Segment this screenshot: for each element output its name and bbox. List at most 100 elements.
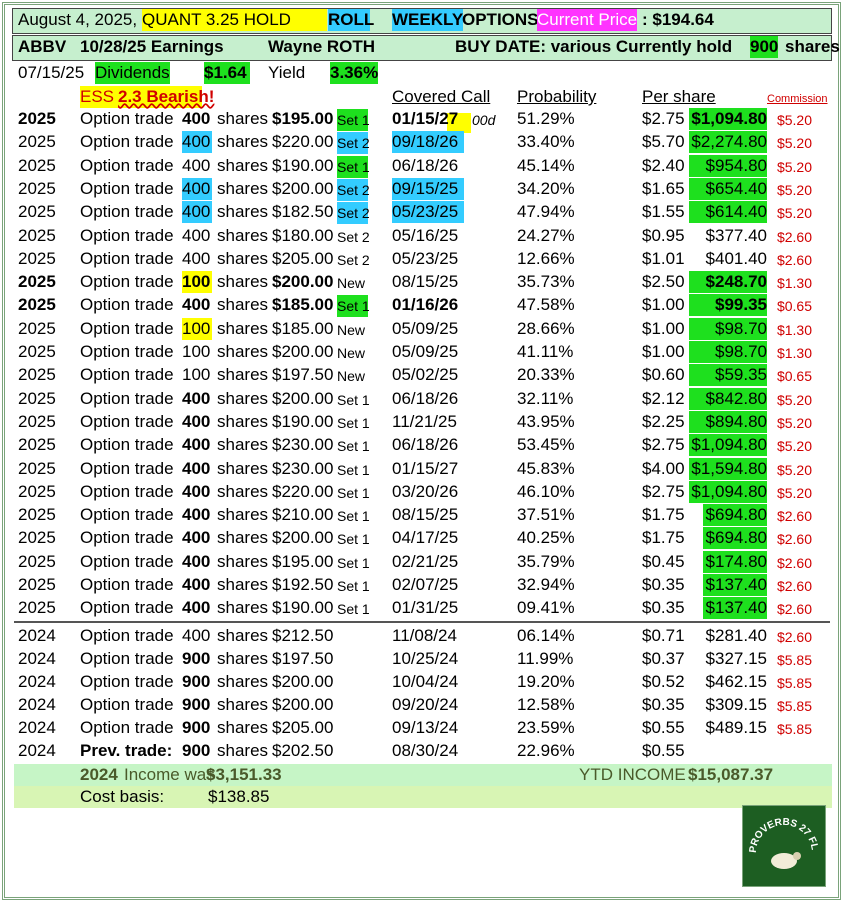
date: 05/16/25 <box>392 225 459 245</box>
trade: Option trade <box>80 318 174 338</box>
total: $654.40 <box>689 177 767 200</box>
set: Set 1 <box>337 391 370 408</box>
prob: 37.51% <box>517 505 575 525</box>
prob: 09.41% <box>517 598 575 618</box>
trade: Option trade <box>80 109 174 128</box>
total: $309.15 <box>705 695 767 714</box>
cost: $138.85 <box>208 787 270 806</box>
total: $327.15 <box>705 649 767 668</box>
roll: ROLL <box>328 9 375 31</box>
strike: $220.00 <box>272 481 334 501</box>
year: 2025 <box>18 109 56 128</box>
trade: Option trade <box>80 695 174 714</box>
trade: Option trade <box>80 435 174 455</box>
commission: $5.20 <box>776 112 812 128</box>
shares: 900 <box>182 741 211 760</box>
year: 2025 <box>18 248 56 268</box>
trade: Option trade <box>80 295 174 315</box>
strike: $197.50 <box>272 649 334 668</box>
per-share: $0.55 <box>642 741 685 760</box>
prob: 40.25% <box>517 528 575 548</box>
total: $377.40 <box>705 225 767 245</box>
per-share: $0.35 <box>642 575 685 594</box>
shares: 400 <box>182 458 211 478</box>
prob: 47.94% <box>517 202 575 222</box>
total: $248.70 <box>689 271 767 294</box>
set: Set 1 <box>337 484 370 501</box>
date: 06/18/26 <box>392 155 459 175</box>
prob: 32.11% <box>517 388 574 408</box>
date: 02/21/25 <box>392 551 459 571</box>
commission: $5.20 <box>776 438 812 455</box>
shares: 400 <box>182 551 211 571</box>
per-share: $0.95 <box>642 225 685 245</box>
year: 2025 <box>18 365 56 385</box>
unit: shares <box>217 318 269 338</box>
date: 09/15/25 <box>392 177 464 200</box>
per-share: $4.00 <box>642 458 685 478</box>
unit: shares <box>217 272 269 292</box>
year: 2025 <box>18 481 56 501</box>
shares: 400 <box>182 155 211 175</box>
set: Set 1 <box>337 461 370 478</box>
unit: shares <box>217 225 269 245</box>
year: 2025 <box>18 411 56 431</box>
sheep-head <box>793 852 801 860</box>
year: 2025 <box>18 505 56 525</box>
trade: Option trade <box>80 202 174 222</box>
per-share: $0.55 <box>642 718 685 737</box>
per-share: $1.00 <box>642 342 685 361</box>
buy-date: BUY DATE: various Currently hold <box>455 37 733 56</box>
strike: $190.00 <box>272 155 334 175</box>
year: 2024 <box>18 649 56 668</box>
commission: $2.60 <box>776 554 812 571</box>
trade: Option trade <box>80 626 174 645</box>
date: 01/15/27 <box>392 458 459 478</box>
strike: $205.00 <box>272 248 334 268</box>
date: 10/25/24 <box>392 649 459 668</box>
per-share: $1.55 <box>642 202 685 222</box>
trade: Option trade <box>80 248 174 268</box>
income: $3,151.33 <box>206 765 282 784</box>
strike: $220.00 <box>272 132 334 152</box>
prob: 46.10% <box>517 481 575 501</box>
ticker: ABBV <box>18 37 67 56</box>
strike: $230.00 <box>272 435 334 455</box>
year: 2025 <box>18 435 56 455</box>
date: 01/31/25 <box>392 598 459 618</box>
date: 09/20/24 <box>392 695 459 714</box>
year: 2025 <box>18 458 56 478</box>
trade: Option trade <box>80 178 174 198</box>
logo-bg <box>742 805 826 887</box>
commission: $1.30 <box>776 321 812 338</box>
trade: Option trade <box>80 132 174 152</box>
prob: 12.58% <box>517 695 575 714</box>
total: $174.80 <box>703 550 767 573</box>
footer-band <box>14 786 832 808</box>
prob: 51.29% <box>517 109 575 128</box>
total: $98.70 <box>689 317 767 340</box>
total: $59.35 <box>689 364 767 387</box>
set: Set 1 <box>337 508 370 525</box>
unit: shares <box>217 295 269 315</box>
unit: shares <box>217 435 269 455</box>
prob: 34.20% <box>517 178 575 198</box>
date: 06/18/26 <box>392 435 459 455</box>
commission: $5.85 <box>776 675 812 691</box>
prob: 20.33% <box>517 365 575 385</box>
unit: shares <box>217 551 269 571</box>
trade: Option trade <box>80 575 174 594</box>
shares: 100 <box>182 365 211 385</box>
shares: 900 <box>182 695 211 714</box>
shares: 400 <box>182 248 211 268</box>
unit: shares <box>217 202 269 222</box>
shares: 400 <box>182 295 211 315</box>
total: $489.15 <box>705 718 767 737</box>
dividends: Dividends <box>95 62 170 84</box>
set: Set 1 <box>337 578 370 594</box>
trade: Prev. trade: <box>80 741 173 760</box>
yield: 3.36% <box>330 62 379 84</box>
trade: Option trade <box>80 155 174 175</box>
commission: $2.60 <box>776 251 812 268</box>
